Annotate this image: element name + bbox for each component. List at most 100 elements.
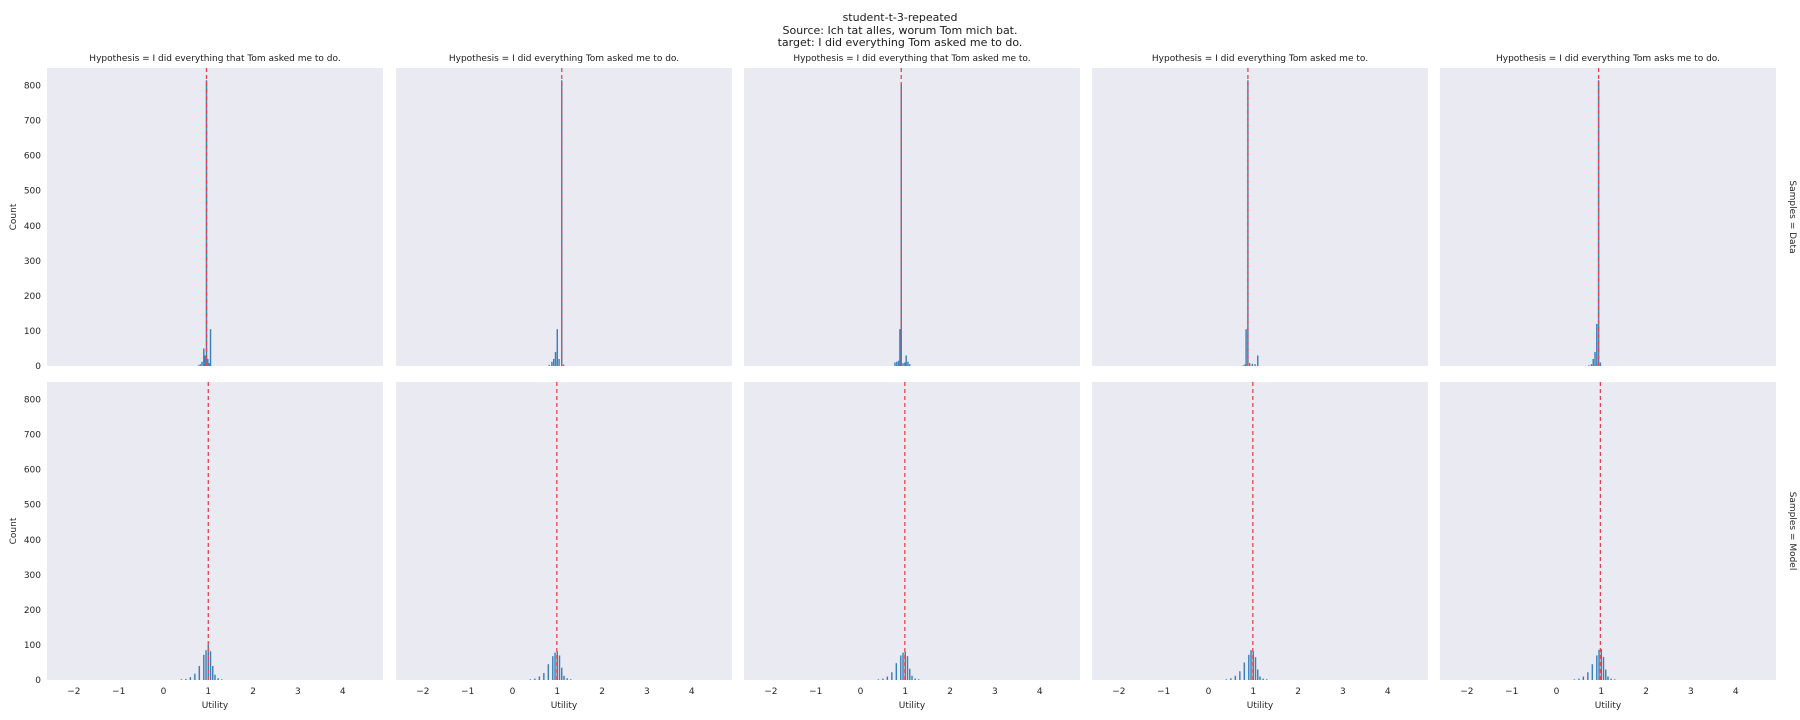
x-tick-label: 4 bbox=[340, 687, 346, 697]
histogram-bar bbox=[204, 355, 206, 366]
x-tick-label: 2 bbox=[947, 687, 953, 697]
y-tick-label: 100 bbox=[24, 641, 41, 651]
histogram-bar bbox=[554, 351, 557, 366]
y-tick-label: 600 bbox=[24, 152, 41, 162]
histogram-bar bbox=[570, 679, 572, 680]
histogram-bar bbox=[1596, 655, 1598, 680]
histogram-bar bbox=[217, 678, 219, 680]
x-tick-label: 2 bbox=[250, 687, 256, 697]
x-tick-label: 1 bbox=[554, 687, 560, 697]
panel-background bbox=[1440, 68, 1776, 366]
histogram-bar bbox=[1607, 676, 1609, 680]
facet-title: Hypothesis = I did everything Tom asks m… bbox=[1496, 54, 1720, 64]
histogram-bar bbox=[1239, 671, 1241, 680]
histogram-bar bbox=[562, 364, 565, 366]
histogram-bar bbox=[877, 679, 880, 680]
histogram-bar bbox=[203, 348, 205, 366]
x-tick-label: −2 bbox=[67, 687, 80, 697]
histogram-bar bbox=[1248, 363, 1251, 366]
histogram-bar bbox=[1266, 679, 1268, 680]
histogram-bar bbox=[899, 329, 901, 366]
x-tick-label: 3 bbox=[1340, 687, 1346, 697]
y-tick-label: 700 bbox=[24, 431, 41, 441]
panel-background bbox=[1092, 382, 1428, 680]
x-tick-label: 4 bbox=[1385, 687, 1391, 697]
histogram-bar bbox=[552, 656, 554, 680]
x-axis-label: Utility bbox=[1247, 701, 1274, 711]
facet-panel bbox=[1440, 382, 1776, 680]
histogram-bar bbox=[1250, 650, 1252, 680]
histogram-bar bbox=[1573, 679, 1576, 680]
x-tick-label: −1 bbox=[1505, 687, 1518, 697]
facet-panel bbox=[1092, 68, 1428, 367]
facet-title: Hypothesis = I did everything Tom asked … bbox=[449, 54, 679, 64]
histogram-bar bbox=[1590, 364, 1593, 366]
histogram-bar bbox=[1587, 672, 1589, 680]
panel-background bbox=[744, 382, 1080, 680]
histogram-bar bbox=[197, 365, 200, 366]
histogram-bar bbox=[897, 360, 900, 366]
y-tick-label: 800 bbox=[24, 82, 41, 92]
x-tick-label: 0 bbox=[858, 687, 864, 697]
facet-panel bbox=[396, 382, 732, 680]
y-tick-label: 200 bbox=[24, 292, 41, 302]
facet-panel bbox=[1092, 382, 1428, 680]
x-axis-label: Utility bbox=[899, 701, 926, 711]
histogram-bar bbox=[907, 361, 909, 366]
histogram-bar bbox=[198, 665, 201, 680]
row-label: Samples = Data bbox=[1787, 180, 1797, 253]
chart-title: student-t-3-repeated bbox=[843, 11, 958, 24]
y-tick-label: 500 bbox=[24, 501, 41, 511]
histogram-bar bbox=[1598, 649, 1600, 680]
histogram-bar bbox=[547, 664, 550, 680]
histogram-bar bbox=[556, 329, 558, 366]
histogram-bar bbox=[902, 363, 904, 366]
histogram-bar bbox=[909, 364, 911, 366]
panels-layer: Hypothesis = I did everything that Tom a… bbox=[9, 54, 1797, 711]
histogram-bar bbox=[1251, 363, 1254, 366]
panel-background bbox=[1440, 382, 1776, 680]
histogram-bar bbox=[534, 678, 536, 680]
x-tick-label: 3 bbox=[1688, 687, 1694, 697]
x-tick-label: 1 bbox=[205, 687, 211, 697]
panel-background bbox=[396, 382, 732, 680]
x-tick-label: 2 bbox=[1295, 687, 1301, 697]
x-tick-label: 0 bbox=[161, 687, 167, 697]
x-tick-label: 0 bbox=[1206, 687, 1212, 697]
row-label: Samples = Model bbox=[1787, 492, 1797, 571]
histogram-bar bbox=[886, 676, 889, 680]
histogram-bar bbox=[1592, 358, 1594, 366]
histogram-bar bbox=[918, 679, 920, 680]
panel-background bbox=[744, 68, 1080, 366]
facet-title: Hypothesis = I did everything that Tom a… bbox=[793, 54, 1030, 64]
histogram-bar bbox=[1259, 676, 1261, 680]
histogram-bar bbox=[1578, 678, 1580, 680]
facet-panel bbox=[396, 68, 732, 367]
x-tick-label: 1 bbox=[902, 687, 908, 697]
histogram-bar bbox=[201, 361, 203, 366]
y-tick-label: 200 bbox=[24, 606, 41, 616]
y-tick-label: 800 bbox=[24, 396, 41, 406]
histogram-bar bbox=[189, 677, 192, 680]
facet-panel bbox=[47, 382, 383, 680]
histogram-bar bbox=[552, 358, 555, 366]
histogram-bar bbox=[1594, 351, 1596, 366]
x-tick-label: 3 bbox=[992, 687, 998, 697]
histogram-bar bbox=[566, 678, 568, 680]
histogram-bar bbox=[1591, 664, 1594, 680]
histogram-bar bbox=[1248, 654, 1250, 680]
histogram-bar bbox=[1234, 675, 1237, 680]
x-tick-label: −1 bbox=[1157, 687, 1170, 697]
facet-panel bbox=[47, 68, 383, 367]
histogram-bar bbox=[882, 678, 884, 680]
histogram-bar bbox=[894, 362, 896, 366]
histogram-bar bbox=[1602, 656, 1605, 680]
x-tick-label: 0 bbox=[510, 687, 516, 697]
histogram-bar bbox=[1605, 669, 1607, 680]
x-tick-label: −2 bbox=[1460, 687, 1473, 697]
histogram-bar bbox=[221, 679, 223, 680]
histogram-bar bbox=[906, 656, 909, 680]
histogram-bar bbox=[1254, 657, 1257, 680]
x-tick-label: 4 bbox=[689, 687, 695, 697]
